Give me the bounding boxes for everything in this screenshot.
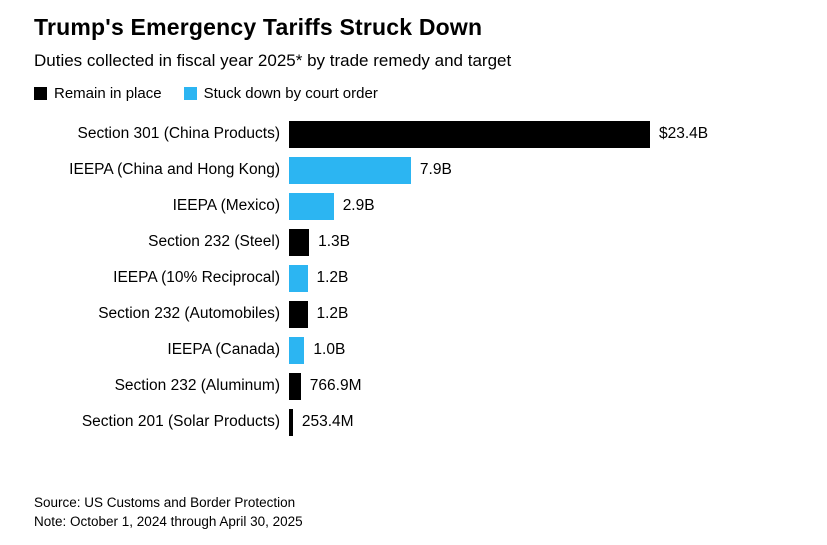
bar-segment [289,300,308,328]
bar-category-label: IEEPA (Canada) [167,341,280,358]
bar-category-label: Section 201 (Solar Products) [81,413,280,430]
bar-value-label: 1.0B [313,341,346,358]
bar-value-label: 1.2B [316,269,349,286]
bar-segment [289,372,301,400]
legend-swatch-struck [183,87,197,100]
date-note: Note: October 1, 2024 through April 30, … [34,514,303,529]
chart-subtitle: Duties collected in fiscal year 2025* by… [34,51,512,70]
bar-row: IEEPA (China and Hong Kong) 7.9B [34,152,807,188]
bar-row: IEEPA (Mexico) 2.9B [34,188,807,224]
bar-value-label: $23.4B [659,125,709,142]
bar-segment [289,264,308,292]
bar-value-label: 766.9M [309,377,362,394]
footer: Source: US Customs and Border Protection… [34,493,303,531]
bar-chart: Section 301 (China Products) $23.4B IEEPA … [34,116,807,440]
bar-category-label: Section 232 (Steel) [148,233,280,250]
bar-segment [289,192,334,220]
bar-value-label: 1.2B [316,305,349,322]
bar-row: Section 232 (Steel) 1.3B [34,224,807,260]
legend-swatch-remain [34,87,47,100]
bar-category-label: IEEPA (Mexico) [172,197,280,214]
bar-value-label: 1.3B [318,233,350,250]
bar-category-label: Section 232 (Automobiles) [98,305,280,322]
bar-category-label: IEEPA (China and Hong Kong) [69,161,280,178]
bar-category-label: Section 232 (Aluminum) [114,377,280,394]
bar-value-label: 253.4M [301,413,354,430]
legend-label-remain: Remain in place [54,85,162,102]
chart-title: Trump's Emergency Tariffs Struck Down [34,14,483,40]
bar-segment [289,408,293,436]
bar-segment [289,336,305,364]
legend-label-struck: Stuck down by court order [203,85,378,102]
bar-row: IEEPA (10% Reciprocal) 1.2B [34,260,807,296]
bar-category-label: Section 301 (China Products) [77,125,280,142]
legend-item-struck: Stuck down by court order [183,85,378,102]
source-note: Source: US Customs and Border Protection [34,495,296,510]
legend-item-remain: Remain in place [34,85,162,102]
legend: Remain in place Stuck down by court order [34,85,807,102]
bar-segment [289,228,310,256]
bar-row: Section 201 (Solar Products) 253.4M [34,404,807,440]
bar-row: Section 301 (China Products) $23.4B [34,116,807,152]
bar-row: Section 232 (Automobiles) 1.2B [34,296,807,332]
bar-segment [289,120,650,148]
bar-category-label: IEEPA (10% Reciprocal) [113,269,280,286]
bar-value-label: 7.9B [419,161,452,178]
bar-row: Section 232 (Aluminum) 766.9M [34,368,807,404]
bar-row: IEEPA (Canada) 1.0B [34,332,807,368]
bar-segment [289,156,411,184]
bar-value-label: 2.9B [342,197,375,214]
